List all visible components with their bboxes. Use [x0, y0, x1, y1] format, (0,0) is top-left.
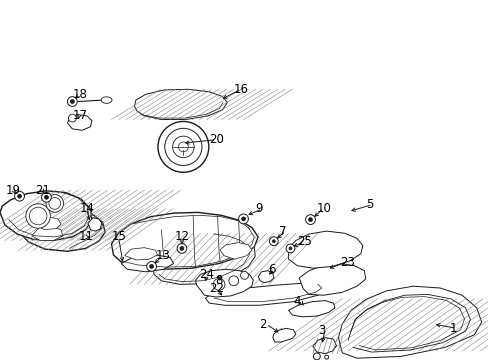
Circle shape: [269, 237, 278, 246]
Polygon shape: [288, 231, 362, 268]
Circle shape: [70, 100, 74, 103]
Circle shape: [44, 195, 48, 199]
Text: 4: 4: [293, 295, 300, 308]
Text: 18: 18: [72, 88, 87, 101]
Polygon shape: [220, 243, 251, 259]
Polygon shape: [299, 264, 365, 295]
Text: 21: 21: [35, 184, 50, 197]
Polygon shape: [37, 217, 61, 230]
Text: 6: 6: [267, 263, 275, 276]
Polygon shape: [121, 255, 173, 272]
Text: 15: 15: [111, 230, 126, 243]
Circle shape: [68, 114, 76, 122]
Circle shape: [228, 276, 238, 286]
Circle shape: [324, 355, 328, 359]
Text: 22: 22: [209, 282, 224, 294]
Text: 1: 1: [449, 322, 456, 335]
Text: 16: 16: [233, 83, 248, 96]
Polygon shape: [205, 283, 326, 305]
Circle shape: [180, 247, 183, 250]
Circle shape: [213, 279, 224, 290]
Polygon shape: [134, 89, 227, 120]
Polygon shape: [32, 227, 62, 240]
Polygon shape: [288, 301, 334, 317]
Circle shape: [15, 191, 24, 201]
Polygon shape: [312, 338, 336, 354]
Text: 24: 24: [199, 268, 214, 281]
Circle shape: [18, 194, 21, 198]
Text: 5: 5: [365, 198, 372, 211]
Circle shape: [158, 121, 208, 172]
Polygon shape: [272, 328, 295, 342]
Text: 2: 2: [259, 318, 266, 330]
Text: 7: 7: [278, 225, 285, 238]
Text: 20: 20: [209, 133, 224, 146]
Text: 19: 19: [6, 184, 21, 197]
Circle shape: [288, 247, 291, 250]
Polygon shape: [338, 286, 481, 358]
Circle shape: [313, 353, 320, 360]
Polygon shape: [111, 212, 258, 269]
Circle shape: [172, 136, 194, 158]
Circle shape: [26, 204, 50, 228]
Text: 17: 17: [72, 109, 87, 122]
Circle shape: [29, 207, 47, 225]
Circle shape: [305, 215, 315, 225]
Circle shape: [241, 217, 245, 221]
Polygon shape: [67, 114, 92, 130]
Ellipse shape: [101, 97, 112, 103]
Text: 11: 11: [78, 230, 93, 243]
Circle shape: [164, 128, 202, 166]
Polygon shape: [88, 218, 102, 231]
Circle shape: [178, 142, 188, 152]
Circle shape: [41, 192, 51, 202]
Circle shape: [46, 195, 63, 212]
Circle shape: [67, 96, 77, 107]
Polygon shape: [152, 233, 255, 284]
Circle shape: [240, 271, 248, 279]
Text: 12: 12: [175, 230, 190, 243]
Polygon shape: [17, 210, 105, 251]
Circle shape: [285, 244, 294, 253]
Circle shape: [146, 261, 156, 271]
Text: 25: 25: [297, 235, 311, 248]
Text: 10: 10: [316, 202, 331, 215]
Text: 23: 23: [339, 256, 354, 269]
Circle shape: [49, 198, 61, 209]
Circle shape: [177, 243, 186, 253]
Polygon shape: [258, 271, 273, 283]
Text: 13: 13: [155, 249, 170, 262]
Circle shape: [308, 218, 312, 221]
Polygon shape: [195, 269, 253, 297]
Circle shape: [272, 240, 275, 243]
Text: 8: 8: [215, 274, 222, 287]
Circle shape: [238, 214, 248, 224]
Text: 9: 9: [255, 202, 262, 215]
Polygon shape: [0, 191, 92, 240]
Circle shape: [149, 265, 153, 268]
Text: 14: 14: [79, 202, 94, 215]
Polygon shape: [124, 248, 157, 260]
Text: 3: 3: [317, 324, 325, 337]
